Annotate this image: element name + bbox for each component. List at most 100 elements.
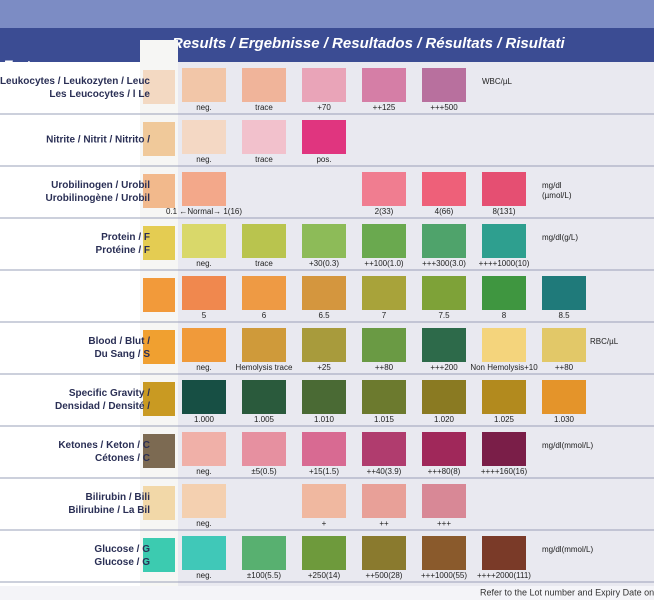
result-label: + bbox=[322, 519, 327, 528]
result-label: 8.5 bbox=[558, 311, 570, 320]
color-swatch bbox=[422, 172, 466, 206]
result-label: 8 bbox=[502, 311, 507, 320]
result-label: 1.030 bbox=[554, 415, 575, 424]
result-label: neg. bbox=[196, 259, 212, 268]
result-label: neg. bbox=[196, 571, 212, 580]
result-label: 7.5 bbox=[438, 311, 450, 320]
color-swatch bbox=[302, 120, 346, 154]
color-swatch bbox=[182, 328, 226, 362]
unit-label: WBC/µL bbox=[482, 77, 512, 86]
result-label: ++++160(16) bbox=[481, 467, 528, 476]
result-label: ++125 bbox=[373, 103, 396, 112]
color-swatch bbox=[362, 432, 406, 466]
color-swatch bbox=[482, 432, 526, 466]
unit-label: mg/dl(mmol/L) bbox=[542, 441, 593, 450]
result-label: ++++2000(111) bbox=[477, 571, 531, 580]
result-label: 1.010 bbox=[314, 415, 335, 424]
strip-pad bbox=[143, 70, 175, 104]
color-swatch bbox=[482, 328, 526, 362]
color-swatch bbox=[422, 68, 466, 102]
result-label: +15(1.5) bbox=[309, 467, 339, 476]
result-label: neg. bbox=[196, 103, 212, 112]
result-label: 1.000 bbox=[194, 415, 215, 424]
color-swatch bbox=[362, 484, 406, 518]
result-label: +25 bbox=[317, 363, 331, 372]
color-swatch bbox=[182, 68, 226, 102]
result-label: 6 bbox=[262, 311, 267, 320]
color-swatch bbox=[182, 276, 226, 310]
color-swatch bbox=[302, 68, 346, 102]
strip-pad bbox=[143, 330, 175, 364]
result-label: neg. bbox=[196, 155, 212, 164]
color-swatch bbox=[302, 276, 346, 310]
result-label: trace bbox=[255, 155, 273, 164]
strip-pad bbox=[143, 382, 175, 416]
color-swatch bbox=[422, 536, 466, 570]
color-swatch bbox=[302, 328, 346, 362]
result-label: trace bbox=[255, 259, 273, 268]
strip-pad bbox=[143, 122, 175, 156]
strip-pad bbox=[143, 538, 175, 572]
test-name: Urobilinogène / Urobil bbox=[46, 193, 151, 204]
test-name: Urobilinogen / Urobil bbox=[51, 180, 150, 191]
result-label: ±100(5.5) bbox=[247, 571, 282, 580]
result-label: ++40(3.9) bbox=[367, 467, 402, 476]
result-label: Hemolysis trace bbox=[236, 363, 293, 372]
color-swatch bbox=[482, 172, 526, 206]
result-label: +++500 bbox=[430, 103, 458, 112]
strip-pad bbox=[143, 278, 175, 312]
color-swatch bbox=[242, 68, 286, 102]
result-label: 7 bbox=[382, 311, 387, 320]
test-name: Leukocytes / Leukozyten / Leuc bbox=[0, 76, 150, 87]
test-name: Ketones / Keton / C bbox=[58, 440, 150, 451]
result-label: neg. bbox=[196, 467, 212, 476]
result-label: 4(66) bbox=[435, 207, 454, 216]
result-label: ±5(0.5) bbox=[251, 467, 277, 476]
results-header: Results / Ergebnisse / Resultados / Résu… bbox=[172, 35, 565, 52]
result-label: 8(131) bbox=[492, 207, 515, 216]
result-label: 1.015 bbox=[374, 415, 395, 424]
test-name: Densidad / Densité / bbox=[55, 401, 150, 412]
result-label: +30(0.3) bbox=[309, 259, 339, 268]
color-swatch bbox=[362, 276, 406, 310]
header-band bbox=[0, 28, 654, 62]
result-label: +++300(3.0) bbox=[422, 259, 466, 268]
color-swatch bbox=[542, 328, 586, 362]
result-label: ++80 bbox=[555, 363, 574, 372]
test-name: Protein / F bbox=[101, 232, 150, 243]
test-name: Specific Gravity / bbox=[69, 388, 150, 399]
result-label: neg. bbox=[196, 363, 212, 372]
color-swatch bbox=[422, 484, 466, 518]
color-swatch bbox=[482, 224, 526, 258]
color-swatch bbox=[242, 120, 286, 154]
strip-pad bbox=[143, 486, 175, 520]
color-swatch bbox=[242, 536, 286, 570]
result-label: ++100(1.0) bbox=[364, 259, 403, 268]
color-swatch bbox=[302, 432, 346, 466]
color-swatch bbox=[542, 276, 586, 310]
footer-text: Refer to the Lot number and Expiry Date … bbox=[480, 587, 654, 597]
color-swatch bbox=[242, 224, 286, 258]
test-name: Bilirubin / Bili bbox=[86, 492, 151, 503]
test-name: Nitrite / Nitrit / Nitrito / bbox=[46, 135, 150, 146]
test-name: Bilirubine / La Bil bbox=[68, 505, 150, 516]
result-label: 2(33) bbox=[375, 207, 394, 216]
color-swatch bbox=[362, 68, 406, 102]
result-label: +++ bbox=[437, 519, 451, 528]
color-swatch bbox=[362, 172, 406, 206]
color-swatch bbox=[422, 224, 466, 258]
color-swatch bbox=[242, 328, 286, 362]
result-label: 1.020 bbox=[434, 415, 455, 424]
unit-label: RBC/µL bbox=[590, 337, 619, 346]
color-swatch bbox=[182, 432, 226, 466]
color-swatch bbox=[422, 328, 466, 362]
color-swatch bbox=[482, 276, 526, 310]
color-swatch bbox=[242, 380, 286, 414]
result-label: 1.025 bbox=[494, 415, 515, 424]
test-name: Glucose / G bbox=[94, 557, 150, 568]
result-label: pos. bbox=[316, 155, 331, 164]
footer-band bbox=[0, 586, 654, 600]
color-swatch bbox=[362, 380, 406, 414]
